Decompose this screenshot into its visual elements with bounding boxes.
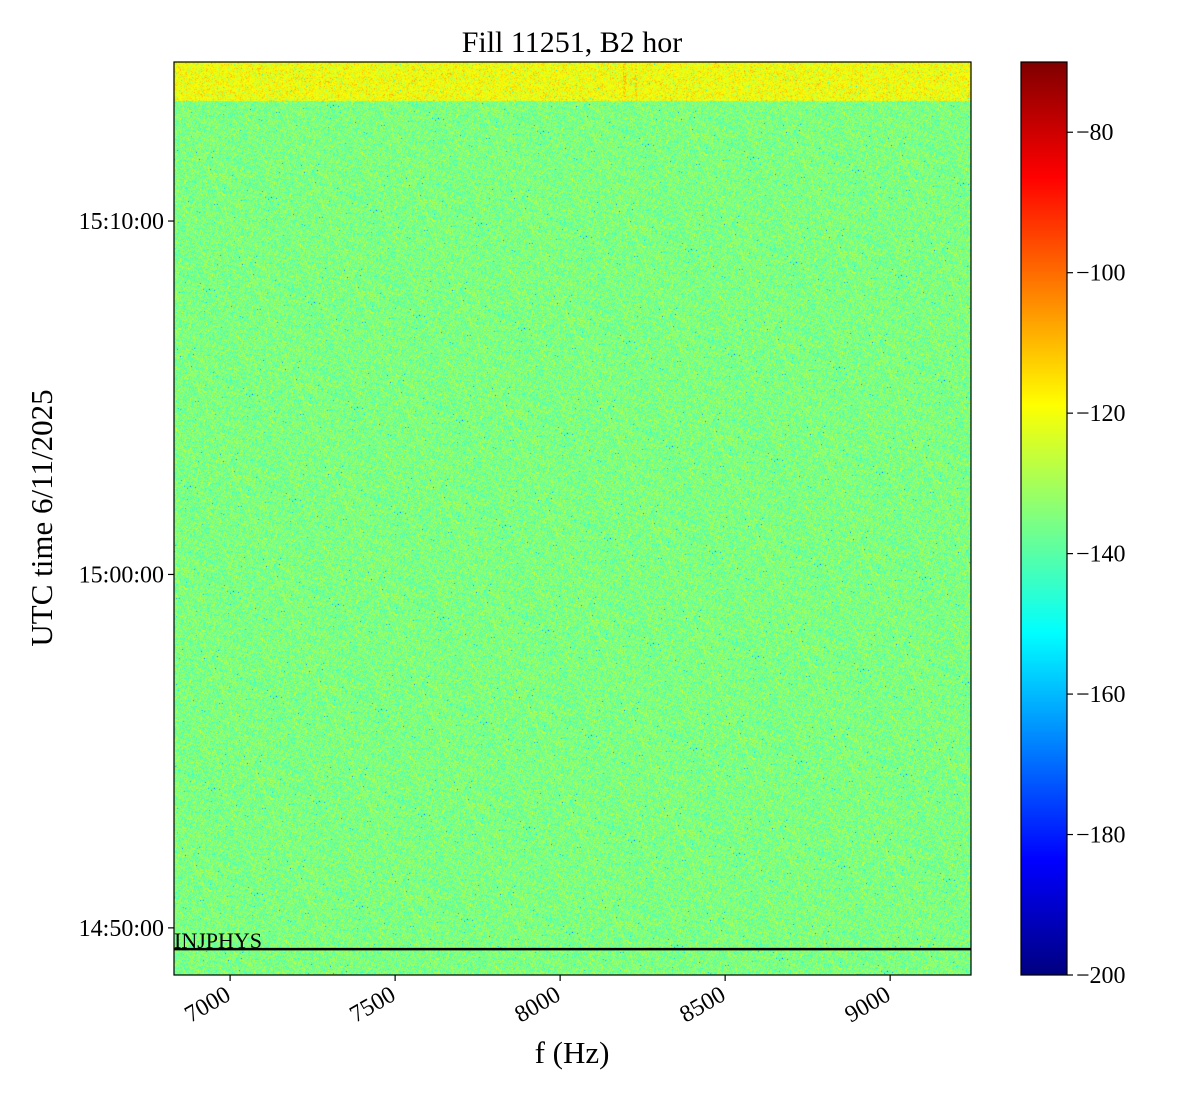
colorbar-tick-label: −140 xyxy=(1076,542,1126,568)
spectrogram-heatmap xyxy=(174,62,971,975)
colorbar-tick-label: −80 xyxy=(1076,120,1114,146)
colorbar-tick-label: −120 xyxy=(1076,401,1126,427)
colorbar-frame xyxy=(1020,61,1068,976)
chart-title: Fill 11251, B2 hor xyxy=(462,26,683,59)
y-axis-label: UTC time 6/11/2025 xyxy=(24,389,59,646)
x-tick-label: 7500 xyxy=(346,982,401,1029)
x-tick-label: 7000 xyxy=(181,982,236,1029)
colorbar-tick-label: −160 xyxy=(1076,682,1126,708)
plot-frame xyxy=(173,61,972,976)
y-tick-label: 15:00:00 xyxy=(79,562,164,588)
x-tick-label: 8500 xyxy=(676,982,731,1029)
x-axis-label: f (Hz) xyxy=(535,1035,610,1070)
phase-label: INJPHYS xyxy=(174,928,262,953)
colorbar-tick-label: −100 xyxy=(1076,261,1126,287)
x-tick-label: 8000 xyxy=(511,982,566,1029)
colorbar-tick-label: −200 xyxy=(1076,963,1126,989)
colorbar-tick-label: −180 xyxy=(1076,823,1126,849)
x-tick-label: 9000 xyxy=(841,982,896,1029)
colorbar-gradient xyxy=(1021,62,1067,975)
y-tick-label: 14:50:00 xyxy=(79,916,164,942)
y-tick-label: 15:10:00 xyxy=(79,209,164,235)
